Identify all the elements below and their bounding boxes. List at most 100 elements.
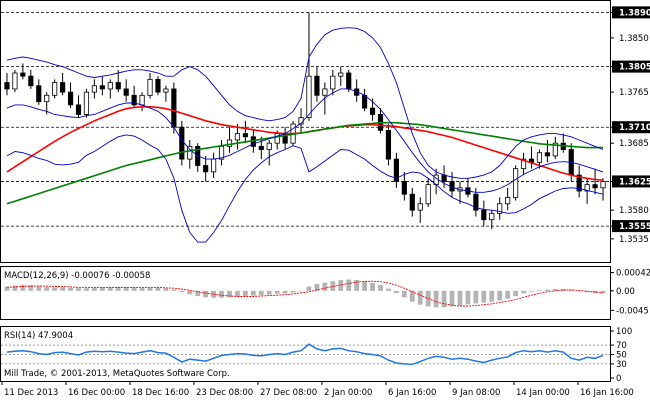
macd-histogram-bar [481, 290, 487, 303]
price-axis-label: 1.3535 [619, 235, 649, 245]
macd-histogram-bar [99, 287, 105, 291]
price-candle [44, 92, 50, 115]
macd-histogram-bar [258, 290, 264, 296]
price-level-tag [612, 60, 650, 73]
macd-histogram-bar [250, 290, 256, 296]
macd-histogram-bar [489, 290, 495, 302]
macd-histogram-bar [505, 290, 511, 299]
macd-histogram-bar [139, 287, 145, 291]
price-level-tag [612, 175, 650, 188]
macd-histogram-bar [107, 287, 113, 291]
macd-axis-label: 0.00 [616, 287, 635, 297]
price-level-lines [1, 11, 610, 227]
price-candle [163, 85, 169, 102]
price-candle [155, 76, 161, 96]
macd-label: MACD(12,26,9) -0.00076 -0.00058 [4, 271, 150, 281]
macd-histogram-bar [409, 290, 415, 302]
macd-histogram-bar [401, 290, 407, 298]
macd-histogram-bar [123, 286, 129, 291]
macd-histogram-bar [394, 290, 399, 293]
macd-histogram-bar [266, 290, 272, 295]
price-candle [576, 165, 582, 198]
time-axis-label: 11 Dec 2013 [4, 388, 58, 398]
price-candles [4, 12, 606, 230]
price-candle [409, 187, 415, 217]
macd-histogram-bar [457, 290, 463, 306]
time-axis-label: 16 Jan 16:00 [580, 388, 634, 398]
macd-histogram-bar [282, 290, 288, 294]
macd-histogram-bar [179, 290, 185, 293]
price-candle [425, 178, 431, 207]
price-level-tag [612, 6, 650, 19]
macd-histogram-bar [584, 290, 590, 293]
macd-histogram-bar [147, 287, 153, 291]
macd-histogram-bar [76, 288, 81, 291]
macd-histogram-bar [322, 282, 328, 291]
price-candle [584, 178, 590, 204]
macd-histogram-bar [513, 290, 518, 297]
macd-histogram-bar [290, 290, 296, 293]
macd-histogram-bar [370, 283, 375, 291]
price-candle [314, 66, 320, 102]
macd-histogram-bar [274, 290, 280, 294]
price-candle [12, 69, 18, 93]
price-candle [417, 197, 423, 223]
macd-histogram-bar [227, 290, 232, 298]
time-axis-label: 16 Dec 00:00 [68, 388, 125, 398]
price-candle [147, 72, 153, 99]
price-candle [203, 155, 209, 182]
macd-histogram-bar [60, 287, 65, 291]
rsi-axis-label: 100 [616, 327, 632, 337]
macd-histogram-bar [92, 287, 97, 291]
time-axis-label: 18 Dec 16:00 [132, 388, 189, 398]
macd-histogram-bar [4, 286, 10, 291]
macd-histogram-bar [131, 287, 137, 291]
macd-axis-label: -0.0045 [616, 306, 649, 316]
price-level-tag [612, 121, 650, 134]
price-axis-label: 1.3580 [619, 206, 649, 216]
price-candle [115, 69, 121, 93]
price-candle [28, 69, 34, 89]
macd-histogram-bar [155, 287, 161, 291]
price-candle [36, 79, 42, 105]
macd-axis: 0.00042 0.00 -0.0045 [610, 269, 650, 316]
time-axis-label: 14 Jan 00:00 [516, 388, 570, 398]
price-candle [497, 197, 503, 220]
price-candle [99, 76, 105, 96]
price-candle [266, 139, 272, 166]
macd-histogram-bar [354, 279, 360, 291]
price-candle [226, 127, 233, 153]
macd-histogram-bar [545, 289, 550, 291]
price-axis-label: 1.3555 [619, 222, 650, 232]
macd-histogram-bar [314, 283, 320, 291]
price-candle [131, 85, 137, 109]
macd-histogram-bar [338, 279, 344, 291]
price-candle [258, 136, 264, 160]
price-candle [91, 79, 97, 99]
macd-axis-label: 0.00042 [616, 269, 650, 279]
macd-histogram-bar [449, 290, 455, 307]
price-axis-label: 1.3625 [619, 177, 650, 187]
price-candle [187, 139, 193, 169]
price-candle [338, 66, 344, 86]
time-axis-label: 27 Dec 08:00 [260, 388, 317, 398]
price-axis-label: 1.3890 [619, 8, 650, 18]
price-candle [592, 168, 598, 195]
time-axis-label: 9 Jan 08:00 [452, 388, 500, 398]
macd-histogram-bar [497, 290, 503, 301]
price-candle [393, 152, 399, 188]
macd-histogram-bar [576, 290, 582, 292]
price-candle [67, 82, 74, 109]
macd-histogram-bar [187, 290, 193, 295]
macd-histogram-bar [52, 287, 58, 291]
macd-histogram-bar [552, 289, 558, 291]
price-axis-label: 1.3850 [619, 34, 649, 44]
macd-histogram-bar [243, 290, 248, 297]
rsi-label: RSI(14) 47.9004 [4, 331, 73, 341]
macd-histogram-bar [195, 290, 201, 297]
macd-histogram-bar [235, 290, 240, 297]
macd-histogram-bar [44, 286, 50, 291]
price-candle [123, 79, 129, 102]
